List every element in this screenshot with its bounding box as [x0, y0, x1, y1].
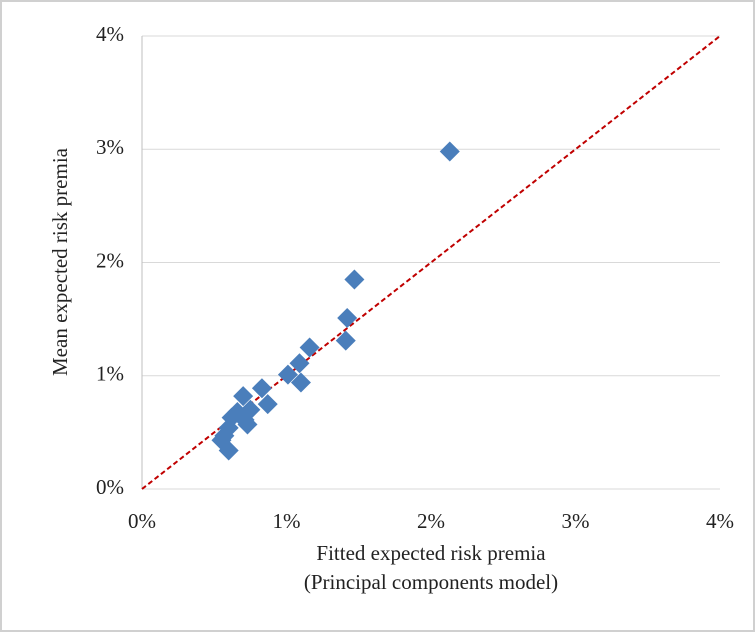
y-tick-label: 4% [96, 22, 124, 46]
point [335, 330, 356, 351]
point [289, 353, 310, 374]
y-axis-label: Mean expected risk premia [48, 147, 72, 376]
y-tick-label: 0% [96, 475, 124, 499]
point [337, 307, 358, 328]
x-tick-label: 0% [128, 509, 156, 533]
point [251, 378, 272, 399]
point [277, 364, 298, 385]
point [233, 386, 254, 407]
point [257, 394, 278, 415]
point [439, 141, 460, 162]
y-tick-label: 2% [96, 248, 124, 272]
x-tick-label: 2% [417, 509, 445, 533]
x-tick-label: 3% [562, 509, 590, 533]
point [237, 414, 258, 435]
x-axis-label: Fitted expected risk premia [316, 541, 546, 565]
x-axis-label: (Principal components model) [304, 570, 558, 594]
point [299, 337, 320, 358]
x-tick-label: 4% [706, 509, 734, 533]
point [227, 401, 248, 422]
y-tick-label: 3% [96, 135, 124, 159]
point [290, 372, 311, 393]
point [218, 440, 239, 461]
x-tick-label: 1% [273, 509, 301, 533]
y-tick-label: 1% [96, 362, 124, 386]
point [344, 269, 365, 290]
